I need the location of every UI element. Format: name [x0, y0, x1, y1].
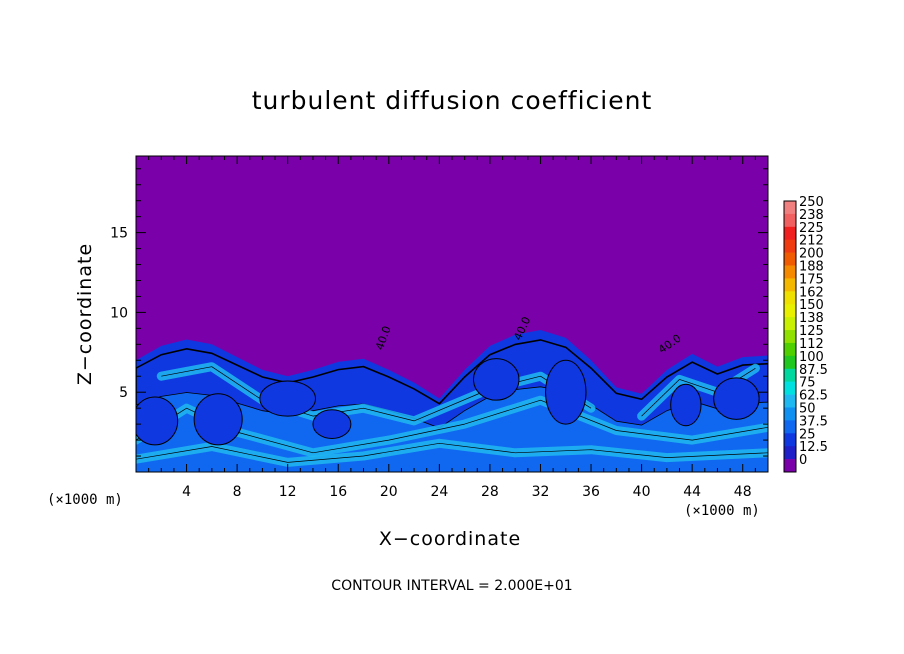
eddy-core	[713, 377, 760, 420]
colorbar-swatch	[784, 317, 796, 331]
colorbar-swatch	[784, 342, 796, 357]
contour-line-band	[136, 442, 768, 463]
colorbar-swatch	[784, 252, 796, 266]
colorbar-swatch	[784, 226, 796, 241]
colorbar-swatch	[784, 433, 796, 447]
colorbar-label: 125	[799, 324, 824, 339]
colorbar-swatch	[784, 213, 796, 228]
x-tick-label: 24	[430, 484, 448, 500]
colorbar-label: 0	[799, 453, 807, 468]
colorbar-label: 112	[799, 337, 824, 352]
colorbar-label: 175	[799, 272, 824, 287]
plot-area: 40.0 40.040.0	[136, 156, 768, 472]
colorbar-swatch	[784, 407, 796, 421]
colorbar-label: 212	[799, 234, 824, 249]
y-tick-label: 5	[119, 385, 128, 401]
colorbar-label: 238	[799, 208, 824, 223]
colorbar-label: 25	[799, 427, 816, 442]
colorbar-swatch	[784, 291, 796, 305]
colorbar-label: 62.5	[799, 389, 828, 404]
x-tick-label: 20	[380, 484, 398, 500]
colorbar-label: 50	[799, 401, 816, 416]
x-tick-label: 32	[532, 484, 550, 500]
colorbar-swatch	[784, 201, 796, 215]
colorbar-swatch	[784, 381, 796, 395]
eddy-core	[259, 380, 316, 417]
eddy-core	[136, 396, 179, 446]
x-tick-label: 40	[633, 484, 651, 500]
eddy-core	[312, 409, 352, 439]
colorbar-frame	[783, 200, 797, 473]
colorbar-label: 75	[799, 376, 816, 391]
colorbar-swatch	[784, 446, 796, 460]
x-axis-label: X−coordinate	[378, 528, 522, 550]
colorbar-swatch	[784, 278, 796, 292]
colorbar-label: 225	[799, 221, 824, 236]
x-tick-label: 48	[734, 484, 752, 500]
contour-line-outer	[136, 339, 768, 472]
colorbar-swatch	[784, 459, 796, 473]
colorbar-swatch	[784, 330, 796, 344]
colorbar-label: 188	[799, 260, 824, 275]
x-tick-label: 4	[182, 484, 191, 500]
colorbar-swatch	[784, 368, 796, 382]
x-tick-label: 12	[279, 484, 297, 500]
contour-interval-note: CONTOUR INTERVAL = 2.000E+01	[331, 578, 573, 594]
colorbar-label: 200	[799, 247, 824, 262]
colorbar-label: 162	[799, 285, 824, 300]
y-tick-label: 15	[110, 226, 128, 242]
x-tick-label: 44	[683, 484, 701, 500]
colorbar-label: 100	[799, 350, 824, 365]
eddy-core	[670, 383, 702, 427]
colorbar-swatch	[784, 239, 796, 253]
colorbar-label: 37.5	[799, 414, 828, 429]
colorbar-swatch	[784, 420, 796, 434]
contour-line-band	[161, 366, 592, 422]
colorbar-label: 138	[799, 311, 824, 326]
colorbar-label: 87.5	[799, 363, 828, 378]
colorbar-swatch	[784, 355, 796, 370]
eddy-core	[193, 393, 243, 446]
colorbar-swatch	[784, 394, 796, 408]
eddy-core	[545, 359, 587, 425]
colorbar-label: 12.5	[799, 440, 828, 455]
x-tick-label: 8	[233, 484, 242, 500]
colorbar-swatch	[784, 265, 796, 279]
x-unit-label-left: (×1000 m)	[47, 492, 123, 508]
eddy-core	[472, 358, 520, 401]
chart-title: turbulent diffusion coefficient	[251, 86, 653, 115]
heatmap-field: 40.0 40.040.0	[136, 156, 768, 472]
y-tick-label: 10	[110, 305, 128, 321]
x-tick-label: 28	[481, 484, 499, 500]
colorbar-label: 250	[799, 195, 824, 210]
colorbar-swatch	[784, 304, 796, 318]
x-unit-label-right: (×1000 m)	[684, 503, 760, 519]
x-tick-label: 16	[329, 484, 347, 500]
colorbar: 2502382252122001881751621501381251121008…	[783, 195, 828, 473]
x-tick-label: 36	[582, 484, 600, 500]
colorbar-label: 150	[799, 298, 824, 313]
